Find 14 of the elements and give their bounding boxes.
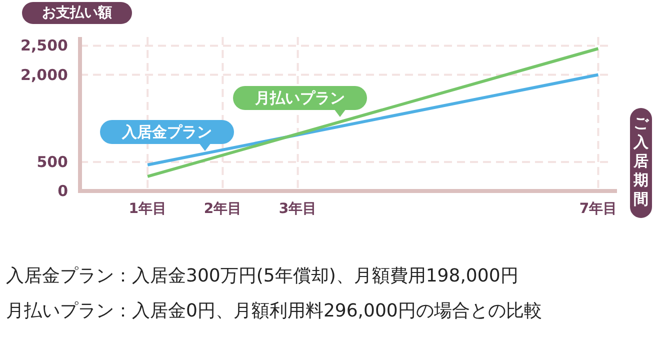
x-axis-title: ご入居期間 — [632, 114, 650, 208]
y-tick-label: 2,500 — [20, 36, 68, 55]
series-label: 入居金プラン — [121, 123, 212, 141]
y-tick-label: 2,000 — [20, 66, 68, 84]
text: 月払いプラン：入居金0円、月額利用料296,000円の場合との比較 — [6, 300, 542, 322]
x-tick-label: 3年目 — [278, 201, 317, 217]
series-label: 月払いプラン — [254, 89, 345, 107]
y-tick-label: 0 — [58, 182, 68, 200]
x-tick-label: 1年目 — [128, 201, 166, 217]
text: 入居金プラン：入居金300万円(5年償却)、月額費用198,000円 — [6, 266, 518, 286]
x-tick-label: 2年目 — [204, 201, 242, 217]
y-tick-label: 500 — [36, 152, 68, 171]
x-tick-label: 7年目 — [579, 201, 618, 217]
y-axis-title: お支払い額 — [42, 4, 112, 21]
